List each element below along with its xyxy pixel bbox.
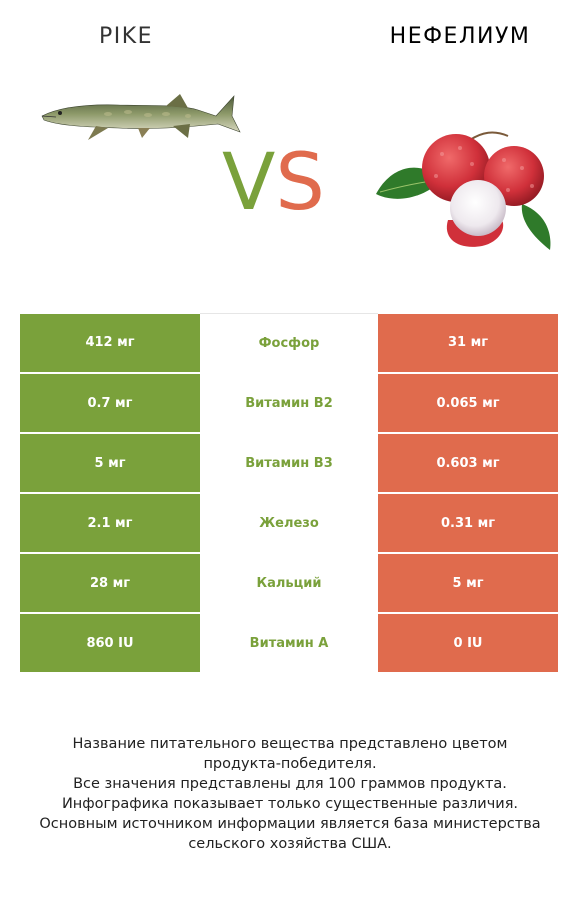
table-row: 0.7 мг Витамин B2 0.065 мг xyxy=(20,372,558,434)
footnote-line: Все значения представлены для 100 граммо… xyxy=(73,776,507,792)
left-value-cell: 860 IU xyxy=(20,613,200,673)
right-value-cell: 0 IU xyxy=(378,613,558,673)
right-value-cell: 31 мг xyxy=(378,313,558,373)
right-value-cell: 0.603 мг xyxy=(378,433,558,493)
nutrient-comparison-table: 412 мг Фосфор 31 мг 0.7 мг Витамин B2 0.065 м… xyxy=(20,313,558,674)
left-value-cell: 5 мг xyxy=(20,433,200,493)
footnote-line: Основным источником информации является … xyxy=(39,816,541,832)
footnote-line: Инфографика показывает только существенн… xyxy=(61,796,519,812)
left-value-cell: 412 мг xyxy=(20,313,200,373)
nutrient-name-cell: Витамин A xyxy=(200,612,378,674)
vs-v: V xyxy=(222,138,276,228)
right-value-cell: 5 мг xyxy=(378,553,558,613)
left-product-title: PIKE xyxy=(98,24,154,49)
nutrient-name-cell: Железо xyxy=(200,492,378,554)
pike-fish-image xyxy=(41,94,241,140)
right-product-title: НЕФЕЛИУМ xyxy=(389,24,531,49)
nutrient-name-cell: Кальций xyxy=(200,552,378,614)
vs-label: VS xyxy=(222,138,352,228)
footnote-line: Название питательного вещества представл… xyxy=(72,736,508,752)
vs-s: S xyxy=(275,138,325,228)
left-value-cell: 2.1 мг xyxy=(20,493,200,553)
right-value-cell: 0.065 мг xyxy=(378,373,558,433)
right-value-cell: 0.31 мг xyxy=(378,493,558,553)
left-value-cell: 28 мг xyxy=(20,553,200,613)
table-row: 412 мг Фосфор 31 мг xyxy=(20,313,558,374)
rambutan-fruit-image xyxy=(376,131,551,250)
nutrient-name-cell: Витамин B2 xyxy=(200,372,378,434)
left-value-cell: 0.7 мг xyxy=(20,373,200,433)
footnote-line: продукта-победителя. xyxy=(203,756,377,772)
nutrient-name-cell: Витамин B3 xyxy=(200,432,378,494)
table-row: 2.1 мг Железо 0.31 мг xyxy=(20,492,558,554)
table-row: 28 мг Кальций 5 мг xyxy=(20,552,558,614)
table-row: 5 мг Витамин B3 0.603 мг xyxy=(20,432,558,494)
footnote: Название питательного вещества представл… xyxy=(20,734,560,854)
footnote-line: сельского хозяйства США. xyxy=(188,836,392,852)
nutrient-name-cell: Фосфор xyxy=(200,313,378,374)
